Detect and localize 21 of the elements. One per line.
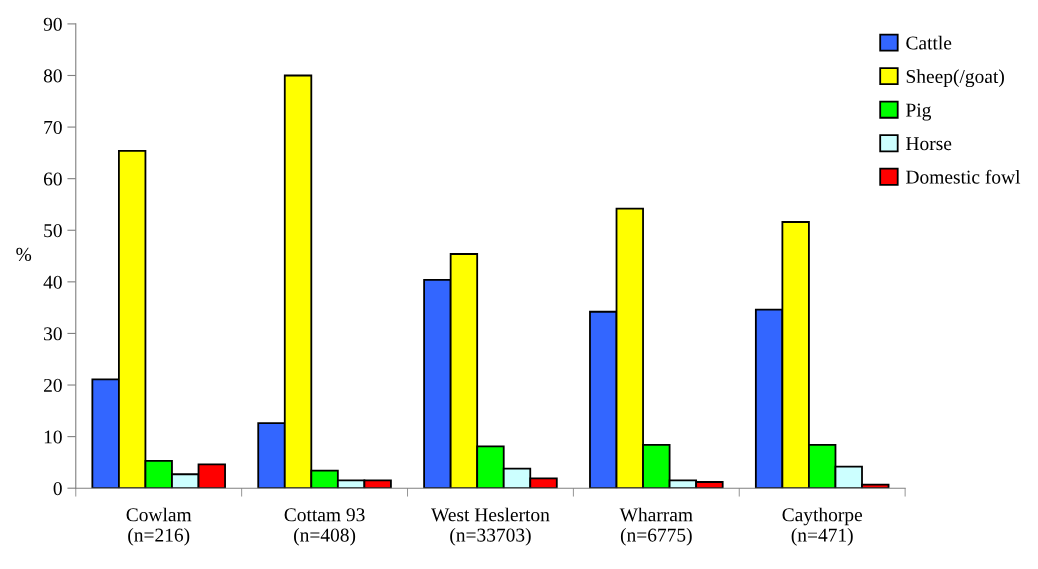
y-tick-label: 0	[53, 482, 62, 496]
x-tick-label: Wharram (n=6775)	[619, 507, 693, 546]
y-tick-label: 10	[44, 430, 62, 444]
y-tick-label: 90	[43, 17, 62, 31]
legend-label: Pig	[906, 103, 932, 121]
y-tick-label: 80	[43, 69, 62, 83]
x-tick-label: Cottam 93 (n=408)	[284, 508, 365, 546]
y-tick-label: 70	[44, 120, 62, 135]
x-tick-label: Caythorpe (n=471)	[782, 507, 863, 546]
y-tick-label: 30	[44, 327, 62, 341]
x-tick-label: West Heslerton (n=33703)	[431, 507, 550, 546]
x-tick-label: Cowlam (n=216)	[126, 507, 192, 546]
legend-label: Cattle	[906, 35, 952, 50]
legend-label: Horse	[906, 137, 952, 151]
y-tick-label: 60	[43, 172, 62, 186]
y-tick-label: 40	[43, 275, 62, 289]
legend-label: Domestic fowl	[906, 169, 1021, 184]
y-tick-label: 20	[43, 378, 62, 392]
y-tick-label: 50	[44, 224, 62, 238]
legend-label: Sheep(/goat)	[906, 69, 1004, 88]
y-axis-title: %	[16, 247, 32, 261]
